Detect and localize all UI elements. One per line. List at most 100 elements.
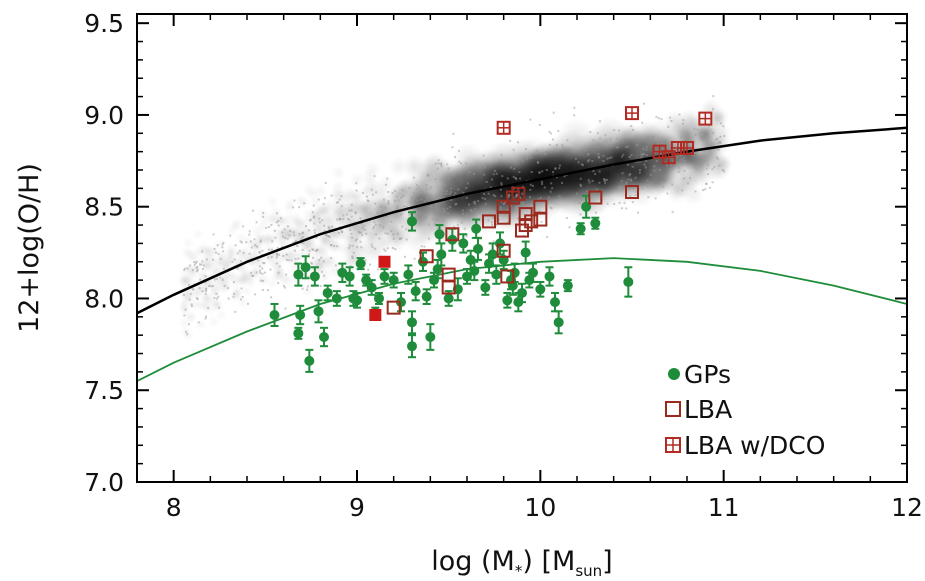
cloud-speck [387, 201, 390, 204]
lba-filled-point [378, 255, 391, 268]
cloud-speck [552, 111, 555, 114]
cloud-speck [335, 201, 338, 204]
cloud-speck [308, 249, 311, 252]
cloud-speck [497, 218, 500, 221]
cloud-speck [544, 153, 547, 156]
cloud-speck [200, 263, 203, 266]
gp-point [623, 276, 634, 287]
cloud-speck [459, 162, 462, 165]
legend-lba-label: LBA [684, 395, 732, 424]
cloud-speck [415, 184, 418, 187]
cloud-speck [647, 196, 650, 199]
cloud-speck [201, 260, 204, 263]
cloud-speck [400, 213, 403, 216]
cloud-speck [536, 160, 539, 163]
cloud-speck [683, 159, 686, 162]
cloud-speck [682, 136, 685, 139]
cloud-speck [239, 240, 242, 243]
cloud-speck [444, 184, 447, 187]
lba-dco-point [698, 111, 713, 126]
cloud-speck [651, 137, 654, 140]
cloud-speck [297, 257, 300, 260]
cloud-speck [629, 178, 632, 181]
cloud-speck [693, 165, 696, 168]
cloud-speck [347, 217, 350, 220]
cloud-speck [657, 142, 660, 145]
cloud-speck [604, 181, 607, 184]
cloud-speck [267, 256, 270, 259]
cloud-speck [252, 209, 255, 212]
cloud-speck [248, 230, 251, 233]
cloud-speck [615, 146, 618, 149]
lba-point [419, 249, 434, 264]
cloud-speck [442, 219, 445, 222]
cloud-speck [450, 187, 453, 190]
cloud-speck [709, 152, 712, 155]
cloud-speck [507, 195, 510, 198]
cloud-speck [242, 251, 245, 254]
cloud-speck [189, 264, 192, 267]
cloud-speck [493, 169, 496, 172]
cloud-speck [603, 178, 606, 181]
cloud-speck [405, 238, 408, 241]
cloud-speck [414, 193, 417, 196]
cloud-puff [512, 135, 552, 176]
cloud-speck [591, 159, 594, 162]
cloud-speck [348, 218, 351, 221]
cloud-puff [284, 227, 298, 241]
cloud-speck [373, 175, 376, 178]
cloud-speck [270, 248, 273, 251]
cloud-speck [210, 285, 213, 288]
cloud-speck [515, 195, 518, 198]
cloud-speck [551, 138, 554, 141]
cloud-speck [334, 264, 337, 267]
gp-point [495, 238, 505, 249]
cloud-speck [711, 168, 714, 171]
cloud-speck [446, 207, 449, 210]
cloud-speck [550, 182, 553, 185]
cloud-speck [240, 260, 243, 263]
cloud-speck [307, 229, 310, 232]
cloud-speck [349, 265, 352, 268]
cloud-speck [712, 95, 715, 98]
cloud-speck [481, 197, 484, 200]
cloud-speck [491, 178, 494, 181]
cloud-speck [512, 187, 515, 190]
gp-point [502, 295, 513, 306]
cloud-speck [615, 137, 618, 140]
cloud-puff [378, 202, 398, 222]
cloud-speck [262, 211, 265, 214]
cloud-speck [248, 252, 251, 255]
cloud-speck [302, 242, 305, 245]
cloud-speck [375, 233, 378, 236]
cloud-speck [362, 224, 365, 227]
cloud-speck [484, 166, 487, 169]
x-tick-label: 8 [166, 493, 182, 522]
cloud-speck [548, 200, 551, 203]
cloud-speck [642, 147, 645, 150]
lba-point [533, 199, 548, 214]
cloud-speck [500, 200, 503, 203]
cloud-speck [558, 167, 561, 170]
cloud-speck [255, 221, 258, 224]
cloud-puff [194, 318, 207, 331]
cloud-speck [275, 262, 278, 265]
cloud-speck [682, 122, 685, 125]
cloud-speck [666, 192, 669, 195]
cloud-speck [512, 175, 515, 178]
cloud-puff [236, 296, 249, 309]
cloud-speck [645, 145, 648, 148]
cloud-speck [608, 156, 611, 159]
cloud-speck [453, 225, 456, 228]
cloud-speck [654, 197, 657, 200]
cloud-speck [429, 187, 432, 190]
cloud-speck [704, 188, 707, 191]
cloud-speck [491, 223, 494, 226]
cloud-speck [340, 228, 343, 231]
cloud-speck [348, 209, 351, 212]
cloud-speck [500, 182, 503, 185]
cloud-speck [537, 198, 540, 201]
gp-point [388, 275, 399, 286]
cloud-speck [370, 243, 373, 246]
cloud-speck [405, 206, 408, 209]
